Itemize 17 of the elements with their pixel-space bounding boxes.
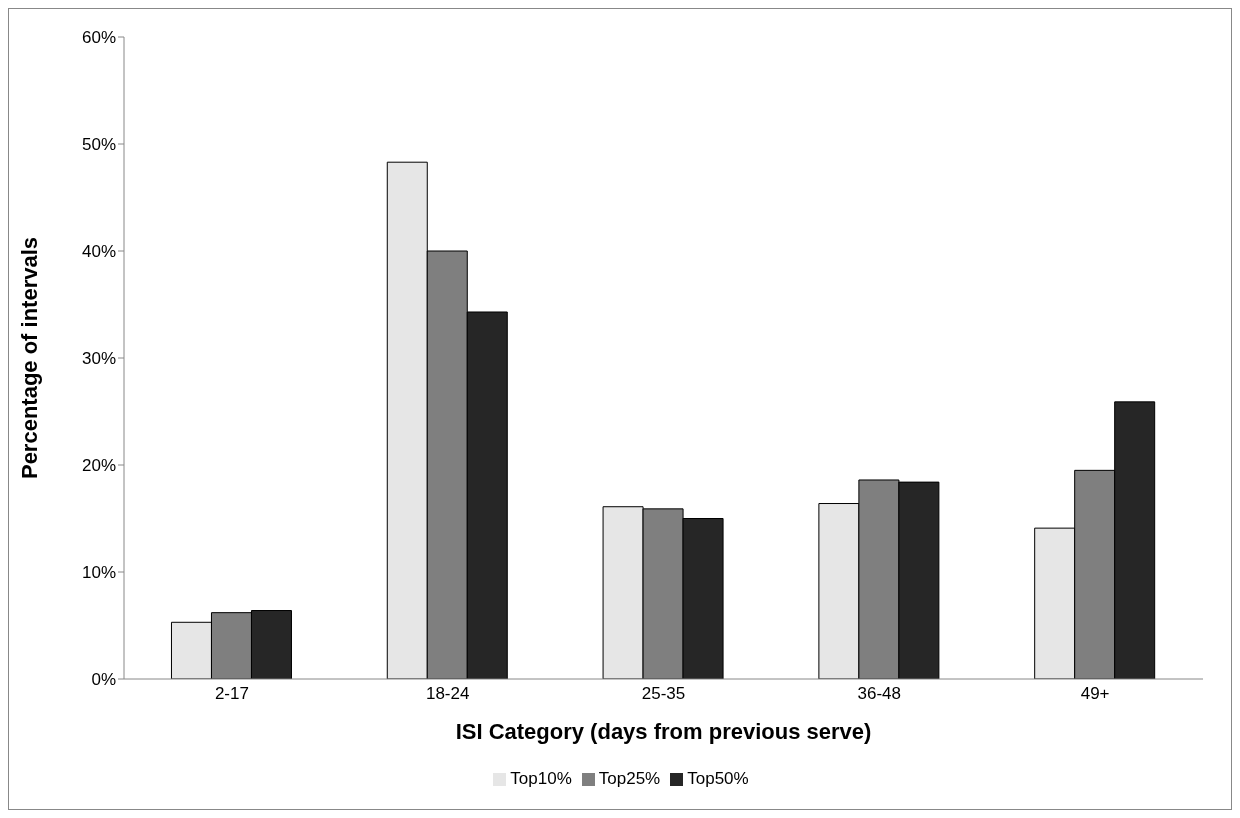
y-tick-label: 60%	[81, 28, 116, 48]
y-tick-label: 50%	[81, 135, 116, 155]
x-tick-label: 49+	[1080, 684, 1110, 704]
y-tick-label: 10%	[81, 563, 116, 583]
x-tick-label: 36-48	[857, 684, 902, 704]
x-tick-label: 2-17	[214, 684, 249, 704]
x-tick-label: 18-24	[425, 684, 470, 704]
y-tick-label: 0%	[91, 670, 116, 690]
y-axis-title: Percentage of intervals	[16, 236, 42, 480]
legend-label: Top10%	[510, 769, 572, 788]
y-tick-label: 20%	[81, 456, 116, 476]
x-axis-title: ISI Category (days from previous serve)	[455, 719, 872, 744]
y-tick-label: 30%	[81, 349, 116, 369]
legend-label: Top50%	[687, 769, 749, 788]
y-tick-label: 40%	[81, 242, 116, 262]
legend-label: Top25%	[598, 769, 661, 788]
x-tick-label: 25-35	[641, 684, 686, 704]
